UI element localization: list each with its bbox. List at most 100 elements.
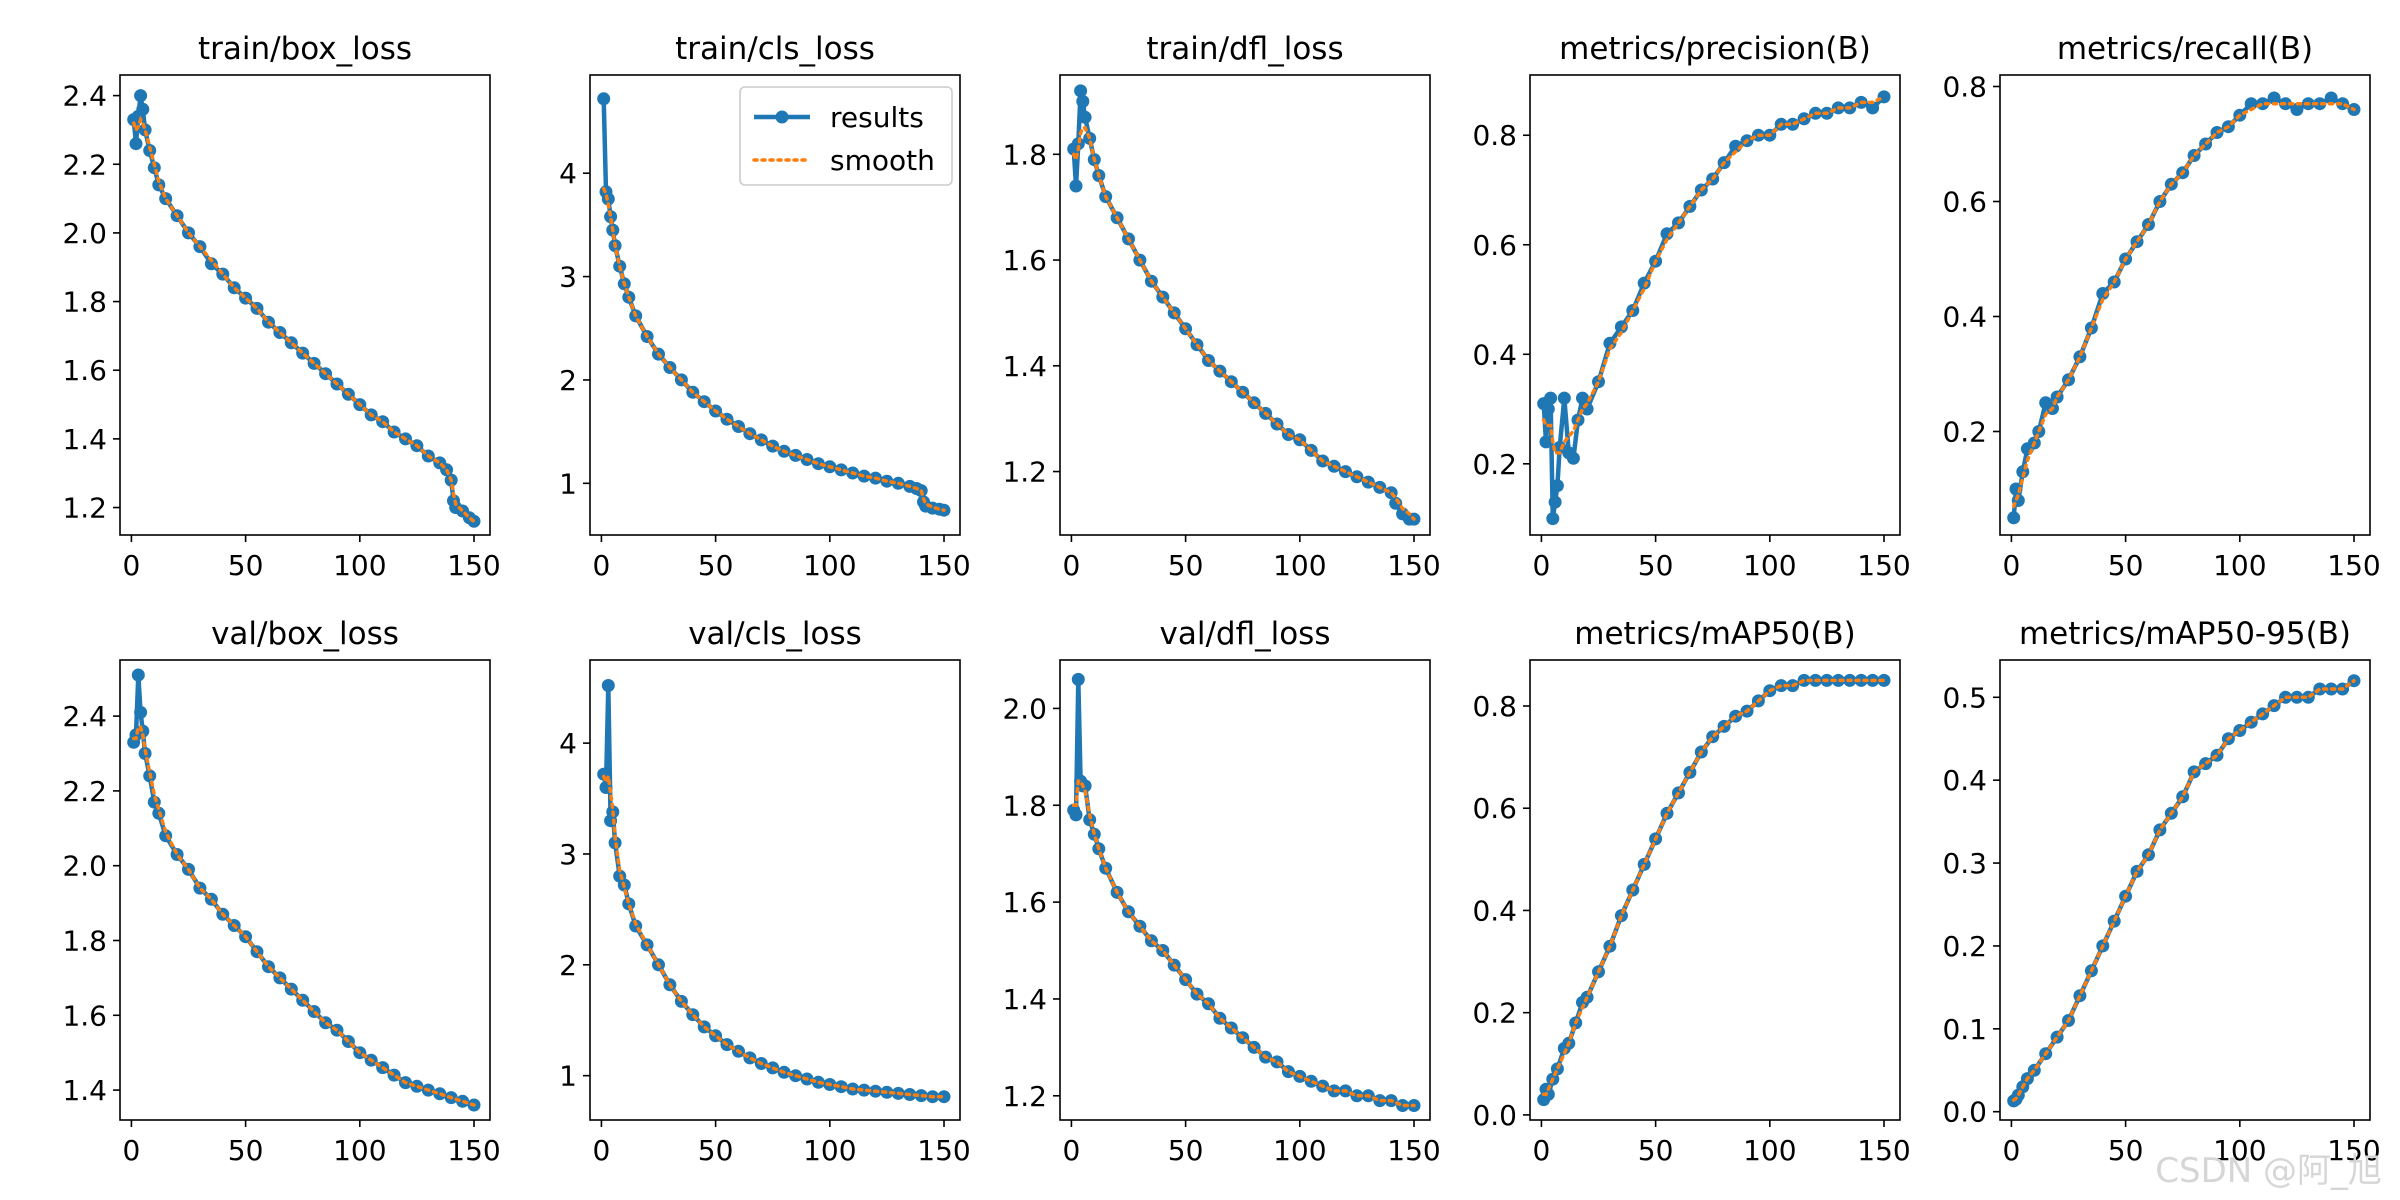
x-tick-label: 50 (1638, 1134, 1674, 1167)
plot-area (1067, 84, 1421, 526)
y-tick-label: 1.2 (62, 492, 107, 525)
legend-marker-results (775, 110, 789, 124)
data-point-results (2267, 91, 2281, 105)
data-point-results (1550, 479, 1564, 493)
x-tick-label: 100 (1743, 1134, 1796, 1167)
data-point-results (834, 1080, 848, 1094)
y-tick-label: 0.3 (1942, 847, 1987, 880)
series-line-results (1071, 88, 1414, 522)
data-point-results (1304, 1074, 1318, 1088)
y-tick-label: 0.6 (1942, 186, 1987, 219)
x-tick-label: 150 (2327, 549, 2380, 582)
chart-title: train/cls_loss (675, 31, 875, 67)
x-tick-label: 50 (2108, 1134, 2144, 1167)
data-point-results (136, 102, 150, 116)
chart-metrics-recall-b: metrics/recall(B) 0 50 100 150 0.2 0.4 0.6 0.8 (1942, 31, 2380, 582)
x-tick-label: 50 (2108, 549, 2144, 582)
plot-frame (1059, 74, 1431, 536)
x-tick-label: 100 (1273, 1134, 1326, 1167)
x-tick-label: 50 (228, 549, 264, 582)
y-tick-label: 1.6 (1002, 244, 1047, 277)
plot-frame (1529, 659, 1901, 1121)
chart-train-cls-loss: train/cls_loss 0 50 100 150 1 2 3 4 results smooth (559, 31, 971, 582)
x-tick-label: 50 (228, 1134, 264, 1167)
x-tick-label: 0 (1063, 549, 1081, 582)
data-point-results (138, 123, 152, 137)
data-point-results (2007, 511, 2021, 525)
x-tick-label: 50 (698, 549, 734, 582)
y-tick-label: 1.4 (62, 423, 107, 456)
series-line-smooth (1541, 678, 1886, 1097)
plot-frame (589, 74, 961, 536)
plot-area (2007, 91, 2361, 525)
x-tick-label: 100 (2213, 1134, 2266, 1167)
data-point-results (1877, 90, 1891, 104)
x-tick-label: 100 (803, 549, 856, 582)
data-point-results (1541, 1087, 1555, 1101)
series-line-smooth (2011, 101, 2356, 509)
y-tick-label: 3 (559, 261, 577, 294)
x-tick-label: 150 (917, 1134, 970, 1167)
series-line-results (2012, 678, 2356, 1103)
y-tick-label: 1 (559, 467, 577, 500)
data-point-results (1071, 672, 1085, 686)
y-tick-label: 0.2 (1472, 997, 1517, 1030)
y-tick-label: 1.8 (62, 286, 107, 319)
y-tick-label: 0.8 (1942, 71, 1987, 104)
data-point-results (811, 457, 825, 471)
series-line-results (2011, 95, 2356, 518)
y-tick-label: 1.8 (1002, 138, 1047, 171)
data-point-results (2176, 790, 2190, 804)
y-tick-label: 0.0 (1942, 1096, 1987, 1129)
y-tick-label: 2.2 (62, 148, 107, 181)
x-tick-label: 100 (1273, 549, 1326, 582)
plot-area (597, 92, 951, 517)
data-point-results (1539, 435, 1553, 449)
y-tick-label: 0.8 (1472, 119, 1517, 152)
data-point-results (1548, 495, 1562, 509)
x-tick-label: 0 (593, 549, 611, 582)
x-tick-label: 0 (2003, 549, 2021, 582)
y-tick-label: 2.0 (62, 850, 107, 883)
x-tick-label: 50 (698, 1134, 734, 1167)
x-tick-label: 0 (123, 549, 141, 582)
y-tick-label: 0.4 (1942, 301, 1987, 334)
x-tick-label: 100 (333, 1134, 386, 1167)
y-tick-label: 2.2 (62, 775, 107, 808)
x-tick-label: 100 (2213, 549, 2266, 582)
plot-frame (119, 74, 491, 536)
data-point-results (789, 448, 803, 462)
chart-title: train/dfl_loss (1146, 31, 1343, 67)
series-line-results (1541, 678, 1884, 1101)
x-tick-label: 100 (333, 549, 386, 582)
chart-title: val/box_loss (211, 616, 399, 652)
x-tick-label: 0 (123, 1134, 141, 1167)
x-tick-label: 150 (1857, 549, 1910, 582)
data-point-results (1541, 402, 1555, 416)
data-point-results (601, 679, 615, 692)
data-point-results (2324, 91, 2338, 105)
y-tick-label: 0.1 (1942, 1013, 1987, 1046)
data-point-results (1074, 84, 1088, 98)
y-tick-label: 2.0 (1002, 692, 1047, 725)
legend-label-results: results (830, 101, 924, 134)
x-tick-label: 0 (2003, 1134, 2021, 1167)
chart-title: val/cls_loss (688, 616, 862, 652)
chart-val-box-loss: val/box_loss 0 50 100 150 1.4 1.6 1.8 2.0 2.2 2.4 (62, 616, 500, 1167)
plot-frame (1999, 74, 2371, 536)
data-point-results (1069, 179, 1083, 193)
plot-frame (1059, 659, 1431, 1121)
legend: results smooth (739, 86, 953, 186)
x-tick-label: 150 (447, 1134, 500, 1167)
y-tick-label: 0.0 (1472, 1099, 1517, 1132)
data-point-results (134, 89, 148, 103)
x-tick-label: 150 (447, 549, 500, 582)
x-tick-label: 50 (1168, 1134, 1204, 1167)
data-point-results (597, 92, 611, 106)
data-point-results (1078, 110, 1092, 124)
data-point-results (1854, 673, 1868, 687)
data-point-results (1544, 391, 1558, 405)
data-point-results (1546, 512, 1560, 526)
y-tick-label: 0.6 (1472, 229, 1517, 262)
